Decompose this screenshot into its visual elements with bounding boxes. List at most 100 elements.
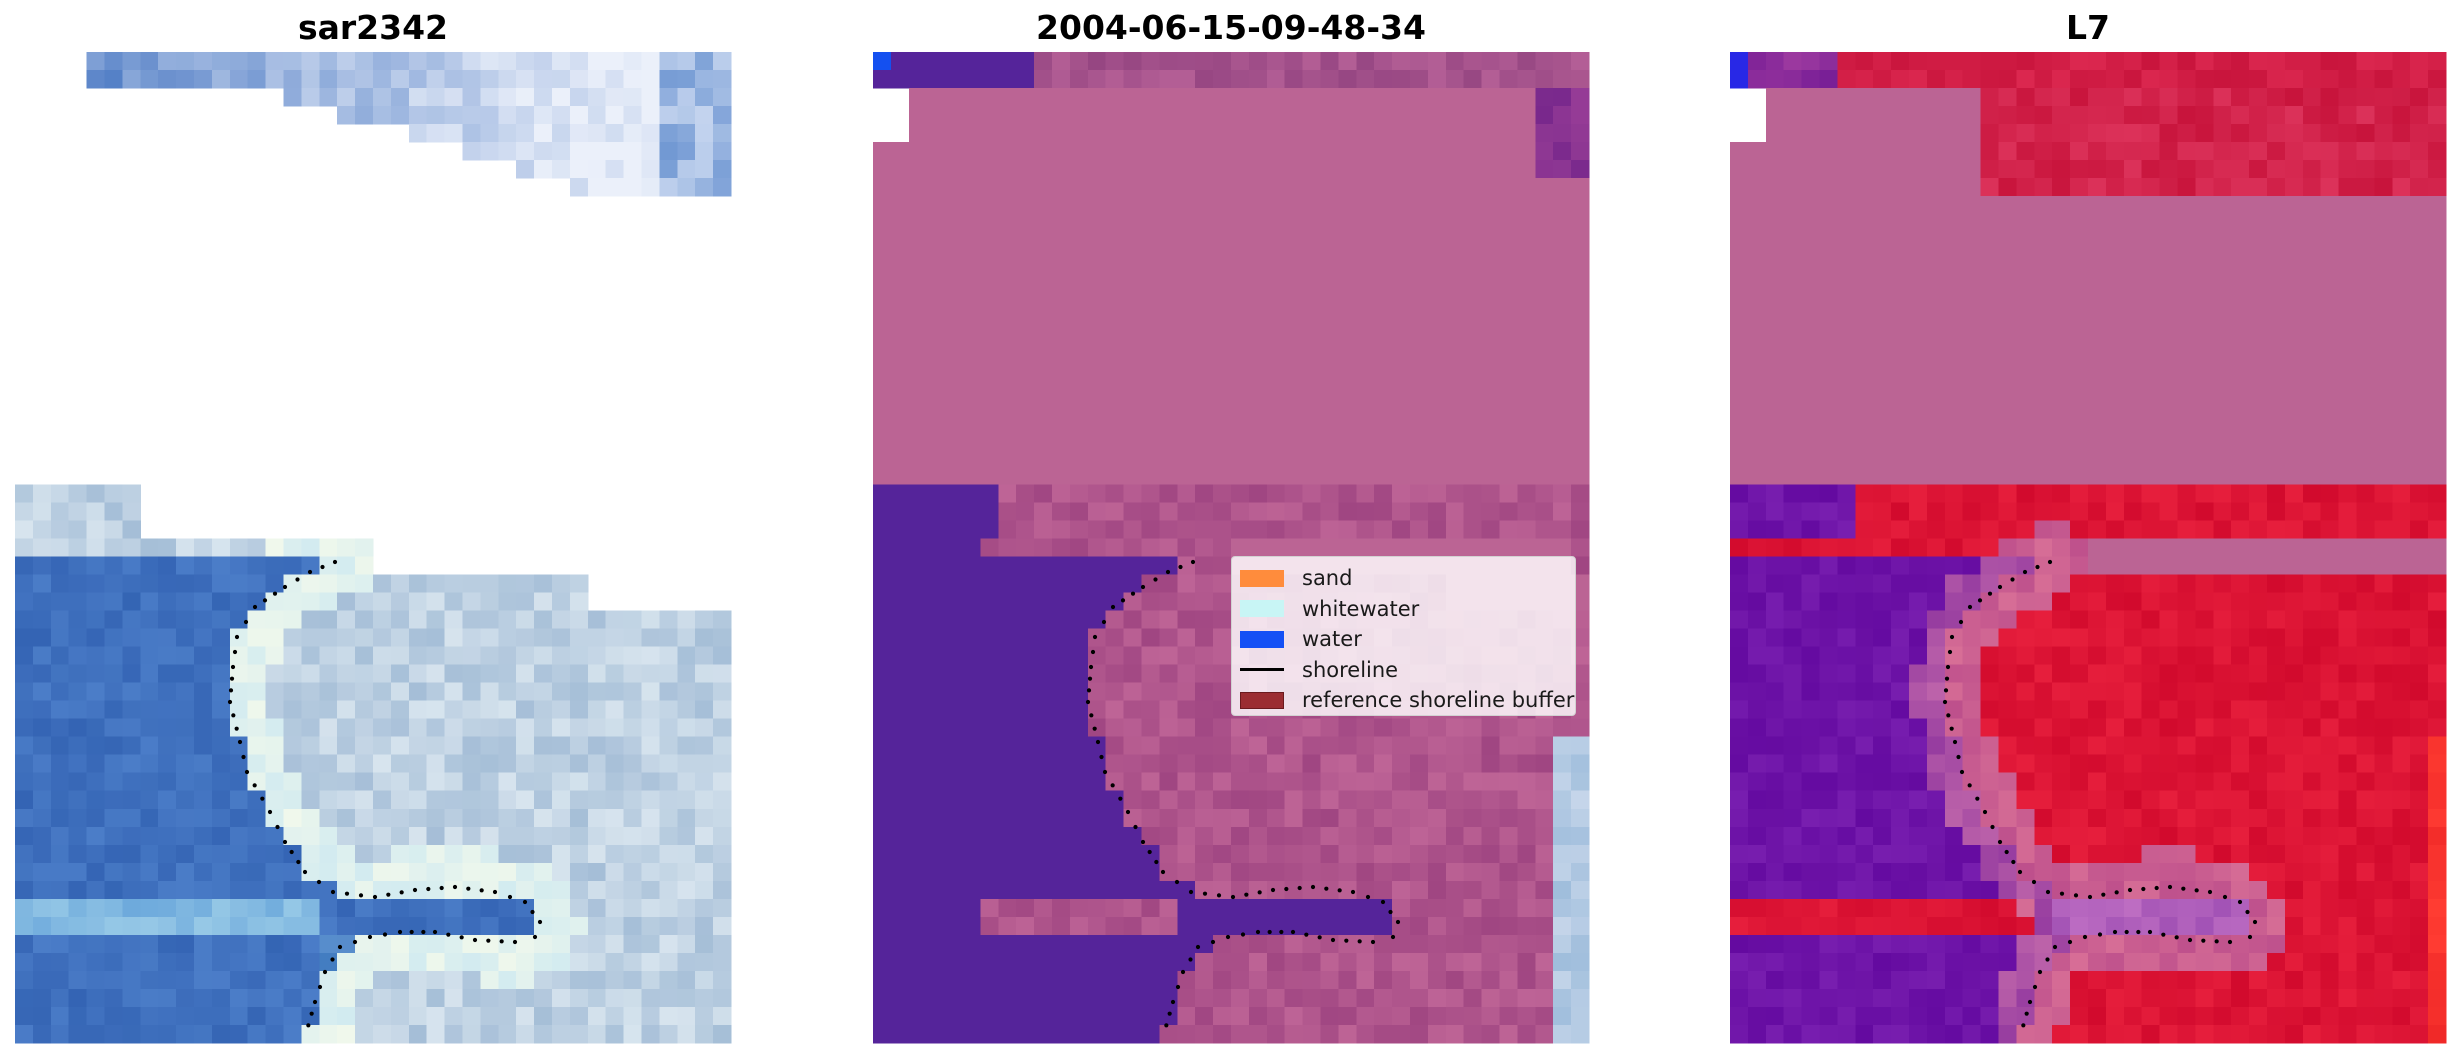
falsecolor-pixel	[2284, 322, 2304, 341]
class-pixel	[1410, 196, 1429, 215]
class-pixel	[1177, 664, 1196, 684]
class-pixel	[873, 718, 892, 738]
class-pixel	[1445, 934, 1465, 954]
falsecolor-pixel	[1819, 682, 1838, 702]
falsecolor-pixel	[2249, 376, 2268, 395]
falsecolor-pixel	[1944, 358, 1964, 377]
class-pixel	[944, 286, 964, 305]
falsecolor-pixel	[2356, 466, 2375, 486]
rgb-pixel	[265, 772, 285, 792]
falsecolor-pixel	[1837, 286, 1856, 305]
rgb-pixel	[444, 646, 464, 666]
falsecolor-pixel	[2249, 484, 2268, 504]
class-pixel	[1248, 88, 1268, 107]
falsecolor-pixel	[1909, 70, 1928, 89]
falsecolor-pixel	[1873, 376, 1892, 395]
class-pixel	[1266, 430, 1286, 449]
rgb-pixel	[32, 1006, 52, 1026]
rgb-pixel	[265, 1024, 285, 1044]
falsecolor-pixel	[1909, 484, 1928, 504]
rgb-pixel	[498, 826, 517, 846]
class-pixel	[1302, 358, 1322, 377]
falsecolor-pixel	[1801, 682, 1821, 702]
rgb-pixel	[516, 70, 535, 89]
class-pixel	[1392, 754, 1411, 774]
class-pixel	[962, 520, 981, 540]
class-pixel	[1248, 880, 1268, 900]
class-pixel	[1105, 934, 1125, 954]
class-pixel	[1069, 718, 1089, 738]
class-pixel	[1302, 448, 1322, 468]
class-pixel	[1517, 1024, 1536, 1044]
shoreline-dot	[459, 935, 464, 940]
falsecolor-pixel	[1837, 610, 1856, 630]
rgb-pixel	[713, 142, 732, 161]
class-pixel	[1159, 700, 1178, 720]
class-pixel	[1248, 466, 1268, 486]
rgb-pixel	[677, 682, 696, 702]
falsecolor-pixel	[2267, 412, 2286, 431]
class-pixel	[1069, 808, 1089, 828]
rgb-pixel	[247, 772, 267, 792]
rgb-pixel	[516, 916, 535, 936]
falsecolor-pixel	[2284, 160, 2304, 179]
rgb-pixel	[516, 142, 535, 161]
falsecolor-pixel	[1765, 484, 1785, 504]
class-pixel	[1535, 1006, 1554, 1026]
falsecolor-pixel	[1819, 376, 1838, 395]
rgb-pixel	[211, 826, 231, 846]
shoreline-dot	[452, 884, 458, 890]
class-pixel	[1463, 376, 1483, 395]
rgb-pixel	[15, 484, 34, 504]
class-pixel	[1302, 268, 1322, 287]
class-pixel	[890, 754, 910, 774]
falsecolor-pixel	[2249, 286, 2268, 305]
class-pixel	[1374, 934, 1393, 954]
class-pixel	[1499, 286, 1518, 305]
falsecolor-pixel	[1873, 196, 1892, 215]
class-pixel	[962, 1024, 981, 1044]
class-pixel	[1195, 448, 1214, 468]
falsecolor-pixel	[2392, 394, 2411, 413]
rgb-pixel	[641, 142, 660, 161]
class-pixel	[1392, 466, 1411, 486]
class-pixel	[1553, 484, 1572, 504]
rgb-pixel	[605, 826, 625, 846]
classified-image	[873, 52, 1590, 1044]
rgb-pixel	[194, 934, 213, 954]
falsecolor-pixel	[2410, 610, 2429, 630]
class-pixel	[1553, 376, 1572, 395]
rgb-pixel	[695, 610, 714, 630]
class-pixel	[890, 538, 910, 558]
class-pixel	[1034, 880, 1053, 900]
class-pixel	[1141, 106, 1160, 125]
falsecolor-pixel	[2123, 358, 2143, 377]
rgb-pixel	[229, 988, 249, 1008]
class-pixel	[1213, 322, 1232, 341]
class-pixel	[908, 322, 928, 341]
rgb-pixel	[337, 844, 356, 864]
rgb-pixel	[32, 484, 52, 504]
class-pixel	[1481, 880, 1501, 900]
class-pixel	[1231, 376, 1250, 395]
class-pixel	[1141, 592, 1160, 612]
falsecolor-pixel	[1891, 556, 1910, 576]
falsecolor-pixel	[1783, 232, 1803, 251]
class-pixel	[1463, 898, 1483, 918]
falsecolor-pixel	[2177, 610, 2196, 630]
class-pixel	[944, 250, 964, 269]
falsecolor-pixel	[1765, 502, 1785, 522]
rgb-pixel	[265, 898, 285, 918]
class-pixel	[1177, 160, 1196, 179]
rgb-pixel	[50, 916, 70, 936]
falsecolor-pixel	[2088, 430, 2107, 449]
class-pixel	[908, 286, 928, 305]
class-pixel	[1356, 448, 1375, 468]
class-pixel	[1553, 412, 1572, 431]
class-pixel	[1159, 898, 1178, 918]
rgb-pixel	[569, 718, 589, 738]
class-pixel	[1571, 376, 1590, 395]
falsecolor-pixel	[1873, 106, 1892, 125]
falsecolor-pixel	[1944, 250, 1964, 269]
class-pixel	[1410, 430, 1429, 449]
